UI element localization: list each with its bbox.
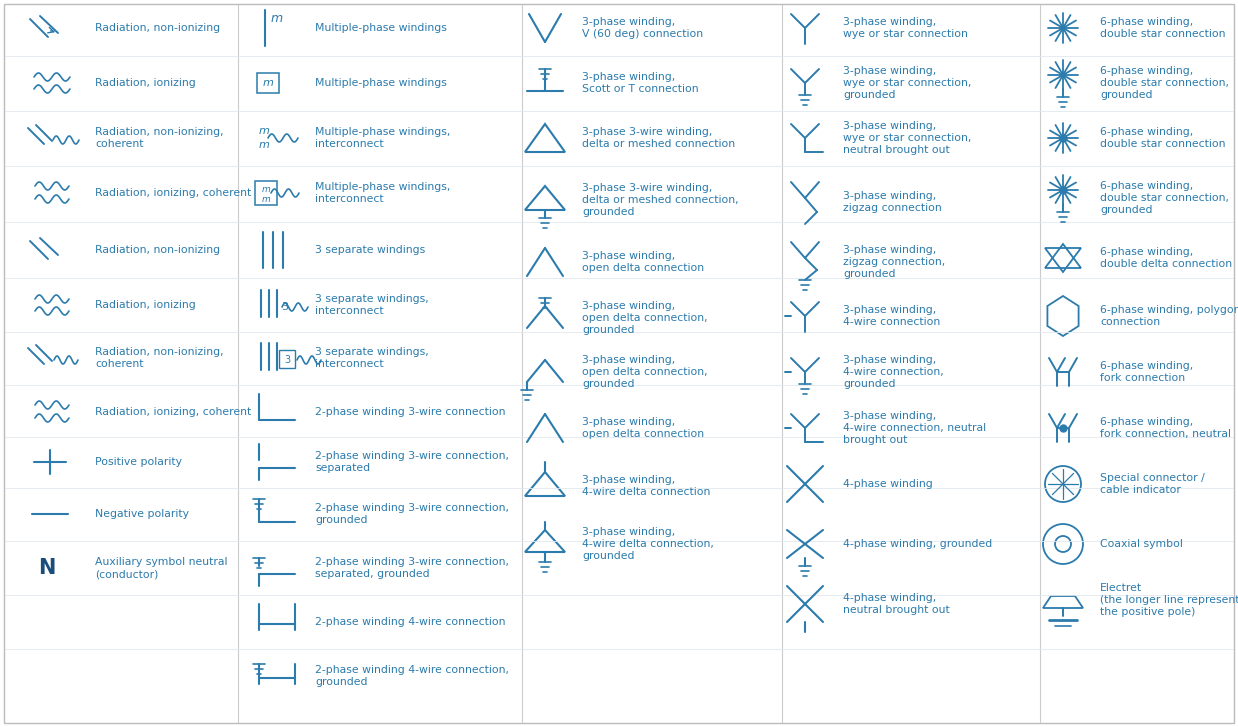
Text: m: m bbox=[261, 195, 270, 204]
Text: 6-phase winding,
double delta connection: 6-phase winding, double delta connection bbox=[1101, 246, 1232, 269]
Text: Electret
(the longer line represents
the positive pole): Electret (the longer line represents the… bbox=[1101, 582, 1238, 617]
Text: Multiple-phase windings: Multiple-phase windings bbox=[314, 78, 447, 88]
Text: 2-phase winding 3-wire connection,
grounded: 2-phase winding 3-wire connection, groun… bbox=[314, 503, 509, 525]
Text: 3-phase winding,
zigzag connection,
grounded: 3-phase winding, zigzag connection, grou… bbox=[843, 244, 946, 279]
Text: m: m bbox=[271, 12, 284, 25]
Text: 6-phase winding,
double star connection: 6-phase winding, double star connection bbox=[1101, 17, 1226, 39]
Text: 6-phase winding,
double star connection: 6-phase winding, double star connection bbox=[1101, 126, 1226, 149]
Text: Radiation, ionizing, coherent: Radiation, ionizing, coherent bbox=[95, 407, 251, 417]
Text: Multiple-phase windings,
interconnect: Multiple-phase windings, interconnect bbox=[314, 126, 451, 149]
Text: Radiation, ionizing, coherent: Radiation, ionizing, coherent bbox=[95, 188, 251, 198]
Text: 4-phase winding: 4-phase winding bbox=[843, 479, 932, 489]
Text: N: N bbox=[38, 558, 56, 578]
Text: 2-phase winding 3-wire connection,
separated, grounded: 2-phase winding 3-wire connection, separ… bbox=[314, 557, 509, 579]
Text: Radiation, non-ionizing: Radiation, non-ionizing bbox=[95, 245, 220, 255]
Text: 3-phase winding,
open delta connection,
grounded: 3-phase winding, open delta connection, … bbox=[582, 355, 708, 390]
Bar bbox=[279, 350, 295, 368]
Text: Special connector /
cable indicator: Special connector / cable indicator bbox=[1101, 473, 1205, 495]
Text: 3 separate windings,
interconnect: 3 separate windings, interconnect bbox=[314, 347, 428, 369]
Text: 3-phase winding,
4-wire connection, neutral
brought out: 3-phase winding, 4-wire connection, neut… bbox=[843, 411, 987, 446]
Text: 3-phase winding,
wye or star connection,
neutral brought out: 3-phase winding, wye or star connection,… bbox=[843, 121, 972, 156]
Text: 3-phase winding,
open delta connection: 3-phase winding, open delta connection bbox=[582, 417, 704, 439]
Text: m: m bbox=[259, 140, 270, 150]
Text: Radiation, ionizing: Radiation, ionizing bbox=[95, 300, 196, 310]
Text: 3-phase winding,
open delta connection: 3-phase winding, open delta connection bbox=[582, 251, 704, 273]
Text: 6-phase winding,
fork connection, neutral: 6-phase winding, fork connection, neutra… bbox=[1101, 417, 1231, 439]
Text: 3: 3 bbox=[281, 302, 288, 312]
Text: Radiation, ionizing: Radiation, ionizing bbox=[95, 78, 196, 88]
Text: m: m bbox=[261, 185, 270, 193]
Text: Coaxial symbol: Coaxial symbol bbox=[1101, 539, 1182, 549]
Text: 3 separate windings,
interconnect: 3 separate windings, interconnect bbox=[314, 294, 428, 316]
Bar bbox=[255, 181, 277, 205]
Text: 3-phase winding,
4-wire delta connection,
grounded: 3-phase winding, 4-wire delta connection… bbox=[582, 526, 714, 561]
Text: 2-phase winding 3-wire connection,
separated: 2-phase winding 3-wire connection, separ… bbox=[314, 451, 509, 473]
Text: Auxiliary symbol neutral
(conductor): Auxiliary symbol neutral (conductor) bbox=[95, 557, 228, 579]
Text: 3-phase winding,
zigzag connection: 3-phase winding, zigzag connection bbox=[843, 190, 942, 213]
Text: Radiation, non-ionizing,
coherent: Radiation, non-ionizing, coherent bbox=[95, 126, 224, 149]
Text: 6-phase winding,
double star connection,
grounded: 6-phase winding, double star connection,… bbox=[1101, 65, 1229, 100]
Text: 2-phase winding 3-wire connection: 2-phase winding 3-wire connection bbox=[314, 407, 505, 417]
Text: 3-phase winding,
Scott or T connection: 3-phase winding, Scott or T connection bbox=[582, 72, 698, 95]
Text: Multiple-phase windings: Multiple-phase windings bbox=[314, 23, 447, 33]
Text: Radiation, non-ionizing: Radiation, non-ionizing bbox=[95, 23, 220, 33]
Text: 3-phase winding,
wye or star connection: 3-phase winding, wye or star connection bbox=[843, 17, 968, 39]
Text: 2-phase winding 4-wire connection: 2-phase winding 4-wire connection bbox=[314, 617, 505, 627]
Text: Positive polarity: Positive polarity bbox=[95, 457, 182, 467]
Text: m: m bbox=[259, 126, 270, 136]
Text: 6-phase winding, polygon
connection: 6-phase winding, polygon connection bbox=[1101, 305, 1238, 327]
Text: 3-phase 3-wire winding,
delta or meshed connection: 3-phase 3-wire winding, delta or meshed … bbox=[582, 126, 735, 149]
Text: 3-phase winding,
4-wire delta connection: 3-phase winding, 4-wire delta connection bbox=[582, 475, 711, 497]
Text: 3-phase winding,
V (60 deg) connection: 3-phase winding, V (60 deg) connection bbox=[582, 17, 703, 39]
Text: 3-phase winding,
4-wire connection: 3-phase winding, 4-wire connection bbox=[843, 305, 940, 327]
Text: 4-phase winding,
neutral brought out: 4-phase winding, neutral brought out bbox=[843, 593, 950, 615]
Text: 4-phase winding, grounded: 4-phase winding, grounded bbox=[843, 539, 992, 549]
Text: 3: 3 bbox=[284, 355, 290, 365]
Text: 3 separate windings: 3 separate windings bbox=[314, 245, 425, 255]
Text: 6-phase winding,
double star connection,
grounded: 6-phase winding, double star connection,… bbox=[1101, 180, 1229, 215]
Text: 3-phase winding,
open delta connection,
grounded: 3-phase winding, open delta connection, … bbox=[582, 300, 708, 335]
Text: 3-phase winding,
4-wire connection,
grounded: 3-phase winding, 4-wire connection, grou… bbox=[843, 355, 943, 390]
Text: 3-phase winding,
wye or star connection,
grounded: 3-phase winding, wye or star connection,… bbox=[843, 65, 972, 100]
Text: Negative polarity: Negative polarity bbox=[95, 509, 189, 519]
Text: 3-phase 3-wire winding,
delta or meshed connection,
grounded: 3-phase 3-wire winding, delta or meshed … bbox=[582, 182, 739, 217]
Text: Multiple-phase windings,
interconnect: Multiple-phase windings, interconnect bbox=[314, 182, 451, 204]
Text: m: m bbox=[262, 78, 274, 88]
Bar bbox=[258, 73, 279, 93]
Text: 6-phase winding,
fork connection: 6-phase winding, fork connection bbox=[1101, 361, 1193, 383]
Text: Radiation, non-ionizing,
coherent: Radiation, non-ionizing, coherent bbox=[95, 347, 224, 369]
Text: 2-phase winding 4-wire connection,
grounded: 2-phase winding 4-wire connection, groun… bbox=[314, 664, 509, 687]
